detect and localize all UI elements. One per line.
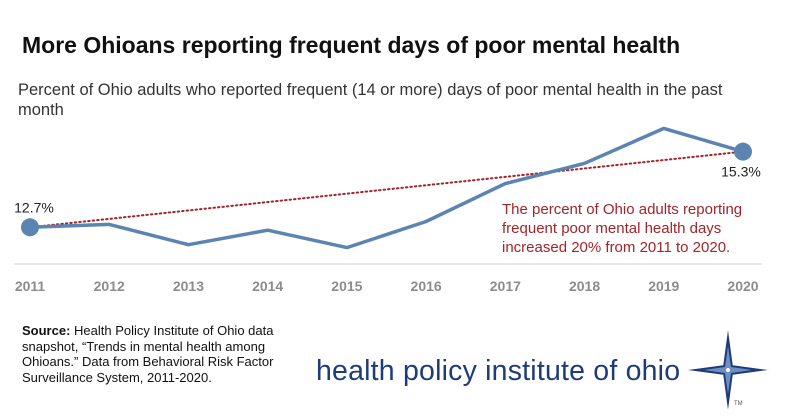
endpoint-marker	[21, 218, 39, 237]
data-point	[662, 126, 666, 130]
chart-subtitle: Percent of Ohio adults who reported freq…	[18, 81, 723, 119]
x-tick-label: 2014	[252, 278, 283, 294]
data-label: 12.7%	[14, 199, 54, 215]
source-label: Source:	[22, 323, 71, 338]
data-point	[266, 228, 270, 232]
x-tick-label: 2015	[331, 278, 362, 294]
series-line	[28, 126, 745, 250]
data-point	[345, 246, 349, 250]
data-point	[186, 243, 190, 247]
trademark-mark: TM	[734, 401, 743, 407]
x-tick-label: 2013	[173, 278, 204, 294]
annotation-line: frequent poor mental health days	[502, 220, 721, 237]
data-point	[107, 222, 111, 226]
annotation-line: The percent of Ohio adults reporting	[502, 201, 742, 218]
x-tick-label: 2017	[490, 278, 521, 294]
x-tick-label: 2011	[15, 278, 46, 294]
x-tick-label: 2020	[727, 278, 758, 294]
source-text: Health Policy Institute of Ohio data sna…	[22, 323, 274, 385]
x-tick-label: 2018	[569, 278, 600, 294]
data-point	[503, 182, 507, 186]
data-point	[583, 161, 587, 165]
brand-logo-text: health policy institute of ohio	[316, 355, 681, 387]
trend-line	[29, 150, 744, 229]
chart-title: More Ohioans reporting frequent days of …	[22, 32, 681, 58]
x-tick-label: 2016	[411, 278, 442, 294]
source-note: Source: Health Policy Institute of Ohio …	[22, 323, 322, 385]
x-tick-label: 2012	[94, 278, 125, 294]
data-point	[424, 219, 428, 223]
data-label: 15.3%	[721, 164, 761, 180]
x-tick-label: 2019	[648, 278, 679, 294]
annotation-line: increased 20% from 2011 to 2020.	[502, 239, 730, 256]
endpoint-marker	[734, 142, 752, 161]
